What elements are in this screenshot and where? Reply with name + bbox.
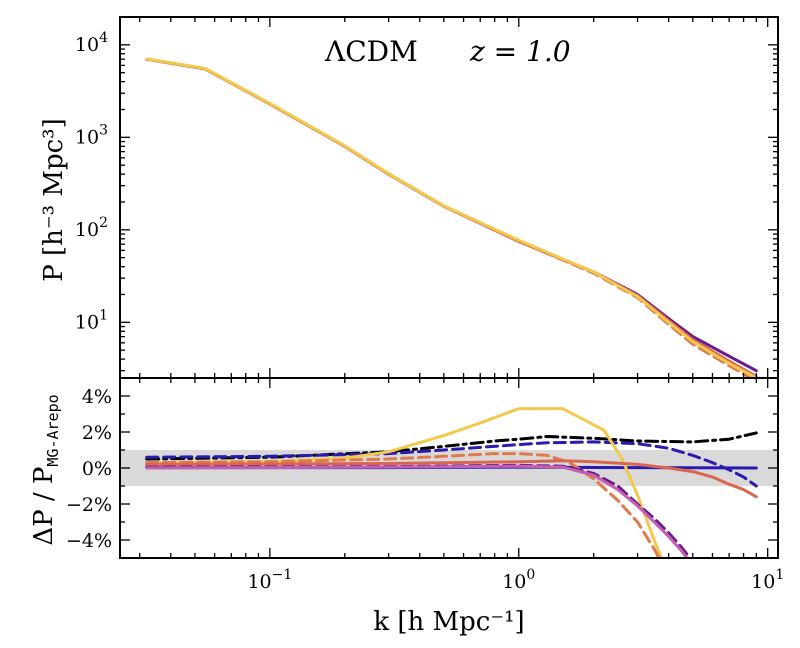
top-y-tick-label: 102 (75, 215, 108, 241)
bottom-series-line-4 (145, 452, 661, 558)
top-series-line-2 (145, 57, 754, 378)
top-y-tick-label: 103 (75, 122, 108, 148)
top-y-tick-label-exponent: 3 (99, 122, 108, 138)
bottom-y-tick-label: 2% (82, 422, 112, 444)
top-y-tick-label-base: 10 (75, 311, 99, 333)
x-tick-label: 10−1 (247, 567, 292, 593)
top-panel-frame (119, 16, 779, 379)
top-y-tick-label: 101 (75, 307, 108, 333)
top-series-line-1 (145, 57, 758, 378)
top-y-tick-label-exponent: 4 (99, 30, 108, 46)
redshift-annotation: z = 1.0 (469, 35, 571, 68)
top-y-tick-label-base: 10 (75, 126, 99, 148)
bottom-y-tick-label: −4% (66, 530, 112, 552)
x-tick-label-exponent: −1 (272, 567, 293, 583)
bottom-y-tick-label: −2% (66, 494, 112, 516)
bottom-series-line-5 (145, 459, 758, 499)
top-y-tick-label: 104 (75, 30, 108, 56)
top-series-line-0 (145, 57, 758, 373)
x-tick-label: 100 (502, 567, 535, 593)
x-tick-label-base: 10 (751, 571, 775, 593)
bottom-y-axis-label-main: ΔP / P (29, 467, 59, 546)
top-y-tick-label-base: 10 (75, 219, 99, 241)
bottom-y-tick-label: 0% (82, 458, 112, 480)
x-tick-label: 101 (751, 567, 784, 593)
x-tick-label-base: 10 (502, 571, 526, 593)
x-tick-label-base: 10 (247, 571, 271, 593)
top-y-tick-label-exponent: 1 (99, 307, 108, 323)
bottom-series-group (145, 407, 758, 558)
chart-title: ΛCDM (324, 35, 418, 68)
bottom-series-line-7 (145, 464, 690, 558)
top-series-line-3 (145, 57, 758, 378)
x-tick-label-exponent: 0 (526, 567, 535, 583)
top-y-tick-label-base: 10 (75, 34, 99, 56)
x-axis-label: k [h Mpc⁻¹] (373, 607, 524, 637)
bottom-panel-frame (119, 377, 779, 559)
top-series-group (145, 57, 758, 378)
top-y-tick-label-exponent: 2 (99, 215, 108, 231)
bottom-y-tick-label: 4% (82, 386, 112, 408)
x-tick-label-exponent: 1 (775, 567, 784, 583)
bottom-y-axis-label: ΔP / PMG-Arepo (29, 394, 62, 545)
top-y-axis-label: P [h⁻³ Mpc³] (39, 118, 69, 281)
bottom-series-line-0 (145, 431, 758, 461)
bottom-series-line-3 (145, 407, 664, 558)
bottom-y-axis-label-subscript: MG-Arepo (44, 394, 62, 466)
